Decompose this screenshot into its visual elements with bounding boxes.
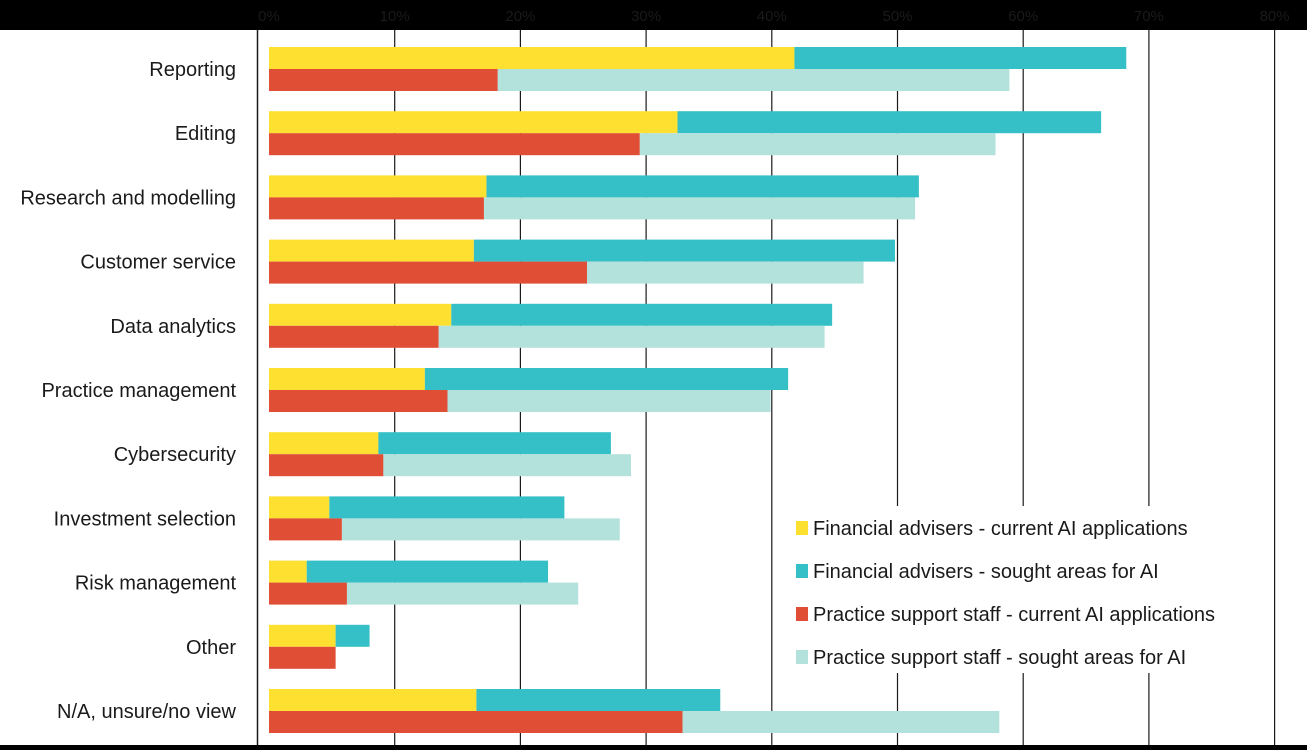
category-label-n-a-unsure-no-view: N/A, unsure/no view bbox=[57, 701, 237, 723]
bar-other-fa-sought bbox=[335, 624, 370, 647]
bar-practice-management-ps-current bbox=[269, 390, 448, 412]
bar-reporting-ps-current bbox=[269, 69, 498, 91]
bar-n-a-unsure-no-view-fa-sought bbox=[476, 689, 721, 711]
x-tick-label: 70% bbox=[1134, 8, 1164, 25]
legend: Financial advisers - current AI applicat… bbox=[787, 506, 1251, 673]
x-tick-label: 20% bbox=[505, 8, 535, 25]
category-label-editing: Editing bbox=[175, 123, 236, 145]
plot-background bbox=[0, 30, 257, 745]
legend-swatch-ps-current bbox=[796, 607, 808, 621]
legend-label-ps-sought: Practice support staff - sought areas fo… bbox=[813, 647, 1186, 669]
legend-swatch-fa-current bbox=[796, 521, 808, 535]
bar-customer-service-fa-sought bbox=[473, 239, 895, 262]
legend-label-fa-sought: Financial advisers - sought areas for AI bbox=[813, 561, 1159, 583]
bar-practice-management-fa-current bbox=[269, 368, 425, 390]
category-label-practice-management: Practice management bbox=[41, 380, 236, 402]
bar-reporting-ps-sought bbox=[497, 69, 1010, 91]
bar-customer-service-ps-sought bbox=[587, 261, 864, 284]
bar-investment-selection-ps-sought bbox=[341, 518, 620, 541]
bar-data-analytics-fa-current bbox=[269, 303, 452, 326]
bar-other-ps-current bbox=[269, 646, 336, 669]
category-label-reporting: Reporting bbox=[149, 59, 236, 81]
bar-research-and-modelling-fa-current bbox=[269, 175, 487, 198]
legend-swatch-ps-sought bbox=[796, 650, 808, 664]
bar-data-analytics-ps-sought bbox=[438, 325, 825, 348]
x-tick-label: 50% bbox=[882, 8, 912, 25]
bar-practice-management-ps-sought bbox=[447, 390, 771, 412]
bar-n-a-unsure-no-view-ps-current bbox=[269, 711, 683, 733]
bar-n-a-unsure-no-view-ps-sought bbox=[682, 711, 1000, 733]
bar-reporting-fa-sought bbox=[794, 47, 1127, 69]
bar-customer-service-fa-current bbox=[269, 239, 474, 262]
legend-swatch-fa-sought bbox=[796, 564, 808, 578]
bar-investment-selection-fa-sought bbox=[329, 496, 565, 519]
x-tick-label: 30% bbox=[631, 8, 661, 25]
bar-investment-selection-ps-current bbox=[269, 518, 342, 541]
legend-label-ps-current: Practice support staff - current AI appl… bbox=[813, 604, 1215, 626]
bar-research-and-modelling-ps-current bbox=[269, 197, 484, 220]
bar-editing-ps-sought bbox=[639, 133, 996, 156]
x-tick-label: 80% bbox=[1260, 8, 1290, 25]
bar-cybersecurity-fa-sought bbox=[378, 432, 611, 455]
category-label-research-and-modelling: Research and modelling bbox=[20, 187, 236, 209]
bar-research-and-modelling-fa-sought bbox=[486, 175, 919, 198]
category-labels: Reporting Editing Research and modelling Cu… bbox=[20, 59, 236, 723]
x-tick-label: 60% bbox=[1008, 8, 1038, 25]
bar-cybersecurity-fa-current bbox=[269, 432, 379, 455]
bar-data-analytics-fa-sought bbox=[451, 303, 833, 326]
bar-risk-management-ps-sought bbox=[346, 582, 579, 605]
category-label-customer-service: Customer service bbox=[80, 252, 236, 274]
category-label-cybersecurity: Cybersecurity bbox=[114, 444, 236, 466]
bar-cybersecurity-ps-current bbox=[269, 454, 384, 477]
bar-editing-fa-current bbox=[269, 111, 678, 134]
bar-risk-management-ps-current bbox=[269, 582, 347, 605]
category-label-other: Other bbox=[186, 637, 236, 659]
x-tick-label: 40% bbox=[757, 8, 787, 25]
bar-customer-service-ps-current bbox=[269, 261, 588, 284]
x-axis-ticks: 0% 10% 20% 30% 40% 50% 60% 70% 80% bbox=[258, 8, 1289, 25]
bar-editing-ps-current bbox=[269, 133, 640, 156]
category-label-risk-management: Risk management bbox=[75, 573, 237, 595]
category-label-data-analytics: Data analytics bbox=[110, 316, 236, 338]
bar-cybersecurity-ps-sought bbox=[383, 454, 632, 477]
bar-practice-management-fa-sought bbox=[424, 368, 789, 390]
legend-label-fa-current: Financial advisers - current AI applicat… bbox=[813, 518, 1188, 540]
category-label-investment-selection: Investment selection bbox=[54, 508, 236, 530]
x-tick-label: 0% bbox=[258, 8, 280, 25]
bar-risk-management-fa-current bbox=[269, 560, 307, 583]
bar-risk-management-fa-sought bbox=[306, 560, 549, 583]
legend-box bbox=[787, 506, 1251, 673]
bar-investment-selection-fa-current bbox=[269, 496, 330, 519]
bar-editing-fa-sought bbox=[677, 111, 1102, 134]
bar-reporting-fa-current bbox=[269, 47, 795, 69]
bar-research-and-modelling-ps-sought bbox=[483, 197, 916, 220]
bar-n-a-unsure-no-view-fa-current bbox=[269, 689, 477, 711]
bar-data-analytics-ps-current bbox=[269, 325, 439, 348]
bars bbox=[269, 47, 1127, 733]
bar-other-fa-current bbox=[269, 624, 336, 647]
x-tick-label: 10% bbox=[380, 8, 410, 25]
